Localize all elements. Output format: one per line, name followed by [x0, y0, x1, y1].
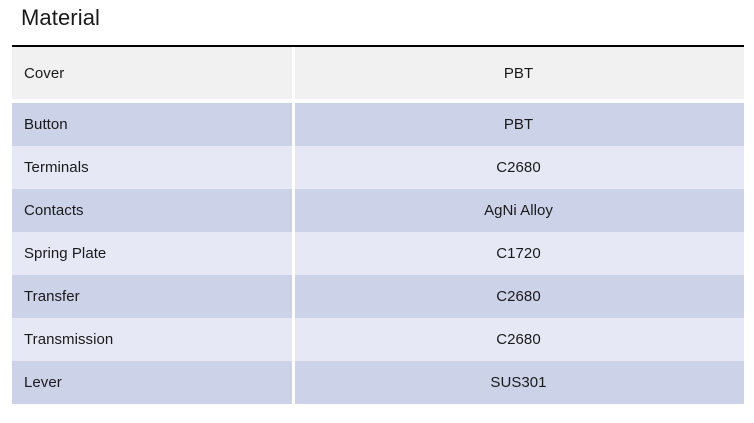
row-value: C1720 — [295, 232, 744, 275]
column-divider — [292, 275, 295, 318]
row-label: Cover — [12, 47, 292, 99]
row-value: PBT — [295, 103, 744, 146]
page-title: Material — [21, 5, 101, 30]
table-row: Spring Plate C1720 — [12, 232, 744, 275]
row-separator — [12, 99, 744, 103]
table-row: Transmission C2680 — [12, 318, 744, 361]
row-label: Terminals — [12, 146, 292, 189]
row-label: Spring Plate — [12, 232, 292, 275]
table-row: Contacts AgNi Alloy — [12, 189, 744, 232]
row-label: Contacts — [12, 189, 292, 232]
row-label: Transmission — [12, 318, 292, 361]
table-row: Lever SUS301 — [12, 361, 744, 404]
row-value: SUS301 — [295, 361, 744, 404]
column-divider — [292, 318, 295, 361]
column-divider — [292, 47, 295, 99]
material-specification-table: Cover PBT Button PBT Terminals C2680 Con… — [12, 45, 744, 404]
row-value: C2680 — [295, 275, 744, 318]
row-value: AgNi Alloy — [295, 189, 744, 232]
table-row: Button PBT — [12, 103, 744, 146]
row-value: C2680 — [295, 146, 744, 189]
table-row: Transfer C2680 — [12, 275, 744, 318]
row-label: Lever — [12, 361, 292, 404]
row-label: Transfer — [12, 275, 292, 318]
column-divider — [292, 232, 295, 275]
column-divider — [292, 146, 295, 189]
table-row: Cover PBT — [12, 47, 744, 99]
row-value: C2680 — [295, 318, 744, 361]
row-label: Button — [12, 103, 292, 146]
column-divider — [292, 103, 295, 146]
column-divider — [292, 361, 295, 404]
column-divider — [292, 189, 295, 232]
row-value: PBT — [295, 47, 744, 99]
table-row: Terminals C2680 — [12, 146, 744, 189]
